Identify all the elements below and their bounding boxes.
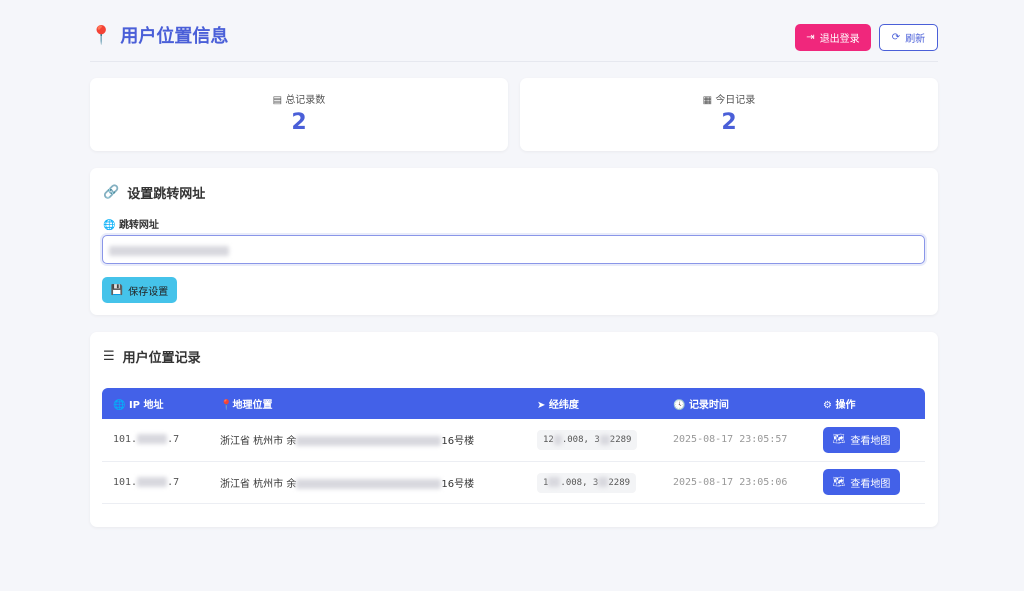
page-title: 📍 用户位置信息 (90, 24, 229, 48)
time-cell: 2025-08-17 23:05:06 (662, 461, 812, 504)
map-icon: 🗺 (832, 434, 846, 446)
ip-cell: 101. .7 (102, 419, 209, 462)
view-map-button[interactable]: 🗺 查看地图 (823, 469, 900, 495)
globe-icon: 🌐 (103, 220, 116, 231)
records-table: 🌐 IP 地址 📍地理位置 ➤ 经纬度 🕓 记录时间 ⚙ 操作 101. .7 浙… (102, 388, 925, 504)
save-icon: 💾 (110, 284, 124, 296)
view-map-button[interactable]: 🗺 查看地图 (823, 426, 900, 453)
calendar-icon: ▦ (702, 95, 713, 106)
table-row: 101. .7 浙江省 杭州市 余 16号楼 12.008, 3 2289 2025-… (102, 419, 925, 462)
map-icon: 🗺 (832, 476, 846, 488)
refresh-button[interactable]: ⟳ 刷新 (879, 24, 938, 51)
coords-cell: 1.008, 3 2289 (526, 461, 662, 504)
col-coords: ➤ 经纬度 (526, 388, 662, 419)
location-records-card: ☰ 用户位置记录 🌐 IP 地址 📍地理位置 ➤ 经纬度 🕓 记录时间 ⚙ 操作 … (90, 332, 938, 527)
redirect-url-input[interactable] (102, 235, 925, 264)
col-ip: 🌐 IP 地址 (102, 388, 209, 419)
table-row: 101. .7 浙江省 杭州市 余 16号楼 1.008, 3 2289 2025-0… (102, 461, 925, 504)
page-header: 📍 用户位置信息 ⇥ 退出登录 ⟳ 刷新 (90, 18, 938, 62)
link-icon: 🔗 (103, 185, 120, 200)
stat-total-records: ▤ 总记录数 2 (90, 78, 508, 151)
col-action: ⚙ 操作 (812, 388, 925, 419)
ip-cell: 101. .7 (102, 461, 209, 504)
col-location: 📍地理位置 (209, 388, 526, 419)
col-time: 🕓 记录时间 (662, 388, 812, 419)
logout-button[interactable]: ⇥ 退出登录 (795, 24, 871, 51)
refresh-icon: ⟳ (891, 32, 901, 43)
sign-out-icon: ⇥ (806, 32, 815, 43)
redirect-settings-card: 🔗 设置跳转网址 🌐 跳转网址 💾 保存设置 (90, 168, 938, 315)
time-cell: 2025-08-17 23:05:57 (662, 419, 812, 462)
save-settings-button[interactable]: 💾 保存设置 (102, 277, 177, 303)
map-pin-icon: 📍 (90, 24, 113, 46)
list-icon: ☰ (103, 349, 115, 364)
database-icon: ▤ (272, 95, 283, 106)
coords-cell: 12.008, 3 2289 (526, 419, 662, 462)
location-cell: 浙江省 杭州市 余 16号楼 (209, 419, 526, 462)
location-cell: 浙江省 杭州市 余 16号楼 (209, 461, 526, 504)
stat-today-records: ▦ 今日记录 2 (520, 78, 938, 151)
